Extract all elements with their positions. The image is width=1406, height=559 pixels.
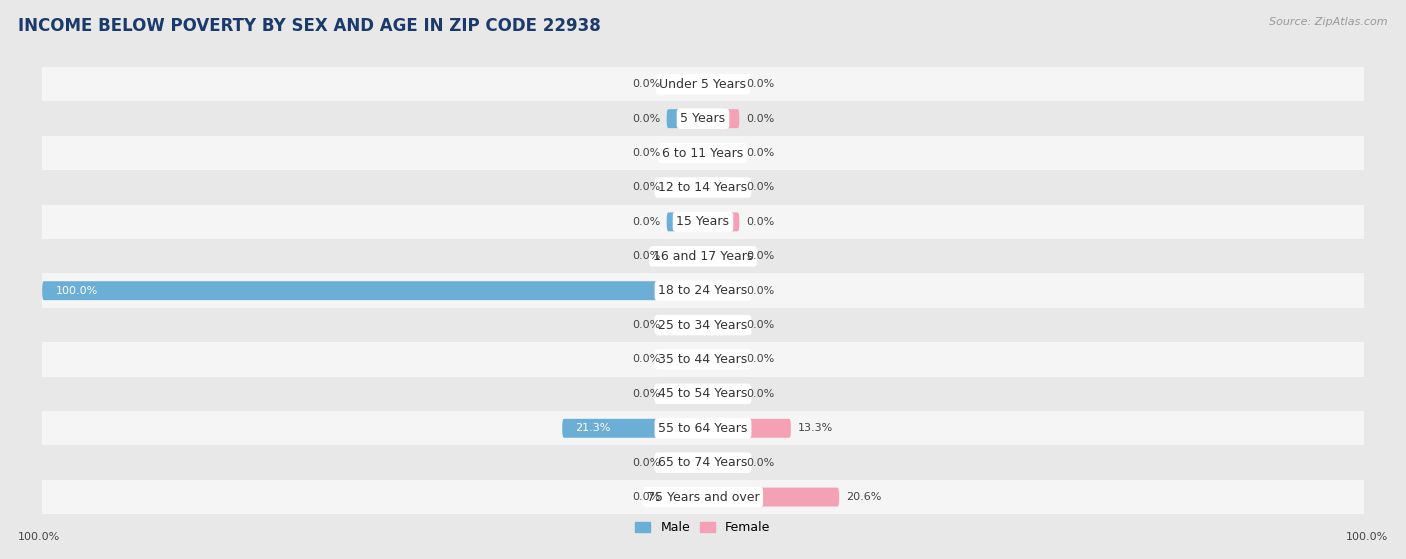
Text: 0.0%: 0.0% [747, 182, 775, 192]
FancyBboxPatch shape [666, 453, 703, 472]
Bar [42, 102, 1364, 136]
FancyBboxPatch shape [666, 178, 703, 197]
Bar [42, 239, 1364, 273]
Text: 0.0%: 0.0% [631, 354, 659, 364]
Text: 0.0%: 0.0% [747, 389, 775, 399]
Text: 100.0%: 100.0% [55, 286, 97, 296]
FancyBboxPatch shape [703, 281, 740, 300]
Text: 13.3%: 13.3% [797, 423, 832, 433]
Bar [42, 67, 1364, 102]
FancyBboxPatch shape [666, 247, 703, 266]
FancyBboxPatch shape [666, 212, 703, 231]
Bar [42, 446, 1364, 480]
Text: 12 to 14 Years: 12 to 14 Years [658, 181, 748, 194]
Bar [42, 411, 1364, 446]
Text: 16 and 17 Years: 16 and 17 Years [652, 250, 754, 263]
Text: 25 to 34 Years: 25 to 34 Years [658, 319, 748, 331]
Text: 0.0%: 0.0% [747, 79, 775, 89]
FancyBboxPatch shape [703, 109, 740, 128]
FancyBboxPatch shape [703, 75, 740, 94]
Text: 0.0%: 0.0% [747, 286, 775, 296]
Text: 0.0%: 0.0% [747, 217, 775, 227]
Text: 6 to 11 Years: 6 to 11 Years [662, 146, 744, 159]
Text: 0.0%: 0.0% [631, 252, 659, 261]
Bar [42, 205, 1364, 239]
Text: 0.0%: 0.0% [631, 79, 659, 89]
Bar [42, 342, 1364, 377]
Text: 55 to 64 Years: 55 to 64 Years [658, 422, 748, 435]
Text: 65 to 74 Years: 65 to 74 Years [658, 456, 748, 469]
FancyBboxPatch shape [666, 350, 703, 369]
Text: 100.0%: 100.0% [1346, 532, 1388, 542]
Text: 21.3%: 21.3% [575, 423, 610, 433]
FancyBboxPatch shape [703, 385, 740, 404]
Text: 0.0%: 0.0% [631, 113, 659, 124]
Text: 0.0%: 0.0% [631, 492, 659, 502]
Text: 0.0%: 0.0% [747, 320, 775, 330]
FancyBboxPatch shape [666, 109, 703, 128]
Text: Under 5 Years: Under 5 Years [659, 78, 747, 91]
Text: 75 Years and over: 75 Years and over [647, 491, 759, 504]
FancyBboxPatch shape [703, 350, 740, 369]
FancyBboxPatch shape [703, 453, 740, 472]
Bar [42, 273, 1364, 308]
Text: 15 Years: 15 Years [676, 215, 730, 229]
FancyBboxPatch shape [666, 385, 703, 404]
Text: 35 to 44 Years: 35 to 44 Years [658, 353, 748, 366]
Text: 0.0%: 0.0% [747, 113, 775, 124]
Bar [42, 170, 1364, 205]
Bar [42, 480, 1364, 514]
Text: 20.6%: 20.6% [846, 492, 882, 502]
Legend: Male, Female: Male, Female [630, 517, 776, 539]
Text: 5 Years: 5 Years [681, 112, 725, 125]
Text: 0.0%: 0.0% [631, 217, 659, 227]
FancyBboxPatch shape [703, 144, 740, 163]
FancyBboxPatch shape [703, 178, 740, 197]
FancyBboxPatch shape [562, 419, 703, 438]
FancyBboxPatch shape [703, 487, 839, 506]
Text: INCOME BELOW POVERTY BY SEX AND AGE IN ZIP CODE 22938: INCOME BELOW POVERTY BY SEX AND AGE IN Z… [18, 17, 600, 35]
Bar [42, 136, 1364, 170]
Text: 18 to 24 Years: 18 to 24 Years [658, 284, 748, 297]
FancyBboxPatch shape [666, 316, 703, 334]
Text: 100.0%: 100.0% [18, 532, 60, 542]
Text: 0.0%: 0.0% [747, 354, 775, 364]
FancyBboxPatch shape [42, 281, 703, 300]
FancyBboxPatch shape [666, 144, 703, 163]
Bar [42, 377, 1364, 411]
Text: 0.0%: 0.0% [631, 458, 659, 468]
Text: 0.0%: 0.0% [747, 252, 775, 261]
Text: 0.0%: 0.0% [747, 148, 775, 158]
Text: 0.0%: 0.0% [631, 182, 659, 192]
FancyBboxPatch shape [703, 212, 740, 231]
Bar [42, 308, 1364, 342]
Text: 0.0%: 0.0% [631, 389, 659, 399]
Text: 0.0%: 0.0% [631, 320, 659, 330]
FancyBboxPatch shape [666, 487, 703, 506]
Text: 45 to 54 Years: 45 to 54 Years [658, 387, 748, 400]
Text: Source: ZipAtlas.com: Source: ZipAtlas.com [1270, 17, 1388, 27]
FancyBboxPatch shape [666, 75, 703, 94]
Text: 0.0%: 0.0% [747, 458, 775, 468]
FancyBboxPatch shape [703, 247, 740, 266]
FancyBboxPatch shape [703, 419, 792, 438]
Text: 0.0%: 0.0% [631, 148, 659, 158]
FancyBboxPatch shape [703, 316, 740, 334]
